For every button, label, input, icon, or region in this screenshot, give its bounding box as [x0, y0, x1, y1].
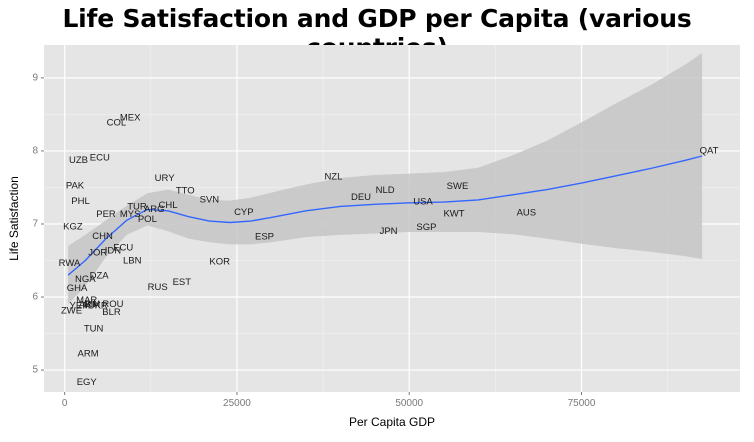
country-label-uzb: UZB [69, 155, 88, 166]
y-tick-label: 8 [32, 145, 38, 156]
country-label-esp: ESP [255, 232, 274, 243]
y-tick-label: 5 [32, 365, 38, 376]
country-label-lbn: LBN [123, 256, 142, 267]
x-tick-label: 75000 [568, 398, 596, 409]
country-label-aus: AUS [517, 208, 537, 219]
confidence-band [68, 53, 703, 305]
country-label-rus: RUS [148, 282, 168, 293]
country-label-mex: MEX [120, 113, 141, 124]
country-label-phl: PHL [71, 196, 89, 207]
country-label-ecu: ECU [113, 243, 133, 254]
x-tick-label: 25000 [223, 398, 251, 409]
country-label-deu: DEU [351, 192, 371, 203]
country-label-mar: MAR [76, 295, 97, 306]
country-label-tun: TUN [84, 324, 104, 335]
country-label-arm: ARM [78, 349, 99, 360]
country-label-tur: TUR [127, 202, 147, 213]
country-label-jpn: JPN [380, 226, 398, 237]
country-label-pak: PAK [66, 180, 85, 191]
country-label-arm: ARM [79, 300, 100, 311]
country-label-tto: TTO [176, 186, 195, 197]
x-axis-title: Per Capita GDP [349, 415, 435, 429]
country-label-sgp: SGP [416, 222, 436, 233]
country-label-kwt: KWT [443, 208, 464, 219]
country-label-kor: KOR [209, 256, 230, 267]
country-label-pol: POL [138, 214, 157, 225]
country-label-swe: SWE [447, 181, 469, 192]
y-tick-label: 6 [32, 292, 38, 303]
country-label-chl: CHL [159, 200, 178, 211]
smooth-line-path [67, 155, 703, 276]
country-label-chn: CHN [92, 231, 113, 242]
country-label-gha: GHA [67, 283, 88, 294]
country-label-svn: SVN [200, 194, 220, 205]
country-label-egy: EGY [77, 377, 98, 388]
country-label-nld: NLD [376, 185, 395, 196]
country-label-rou: ROU [102, 299, 123, 310]
country-label-bih: BIH [84, 299, 100, 310]
country-label-zwe: ZWE [61, 305, 82, 316]
country-label-ecu: ECU [90, 153, 110, 164]
country-label-kgz: KGZ [63, 221, 83, 232]
x-tick-label: 0 [62, 398, 68, 409]
country-label-ury: URY [155, 173, 176, 184]
smooth-line [67, 155, 703, 276]
axes: 0 25000 50000 75000 5 6 7 8 9 Per Capita GDP Life … [7, 72, 596, 429]
country-label-jor: JOR [88, 248, 107, 259]
y-tick-label: 9 [32, 72, 38, 83]
country-label-arg: ARG [144, 204, 165, 215]
country-label-dza: DZA [90, 270, 110, 281]
country-label-mys: MYS [120, 209, 141, 220]
country-label-qat: QAT [700, 145, 719, 156]
country-label-per: PER [96, 209, 116, 220]
country-label-rwa: RWA [59, 258, 81, 269]
country-label-cyp: CYP [234, 207, 254, 218]
country-label-col: COL [107, 118, 127, 129]
country-label-est: EST [173, 277, 192, 288]
x-tick-label: 50000 [395, 398, 423, 409]
country-label-blr: BLR [102, 307, 121, 318]
country-label-idn: IDN [105, 246, 122, 257]
country-label-ukr: UKR [88, 300, 108, 311]
confidence-band-area [68, 53, 703, 305]
country-label-nzl: NZL [324, 172, 342, 183]
y-axis-title: Life Satisfaction [7, 176, 21, 261]
country-label-usa: USA [413, 197, 433, 208]
country-label-yem: YEM [70, 300, 91, 311]
y-tick-label: 7 [32, 218, 38, 229]
country-label-nga: NGA [75, 274, 96, 285]
